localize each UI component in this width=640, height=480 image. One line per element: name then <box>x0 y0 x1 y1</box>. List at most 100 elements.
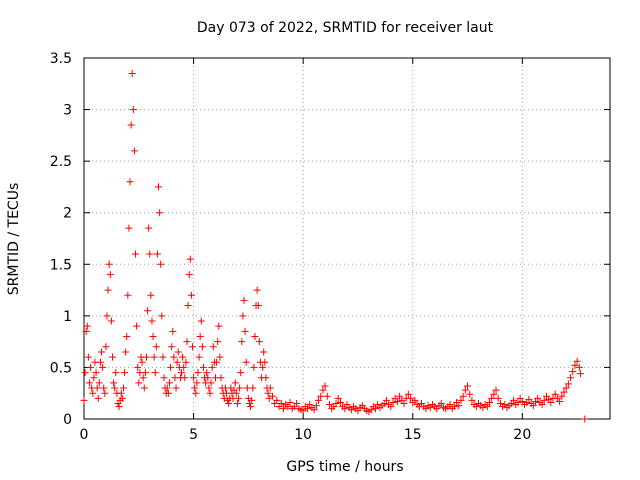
y-tick-label: 0.5 <box>50 360 72 376</box>
data-point <box>191 384 199 392</box>
data-point <box>575 363 583 371</box>
data-point <box>106 271 114 279</box>
data-point <box>492 386 500 394</box>
data-point <box>547 398 555 406</box>
data-point <box>199 363 207 371</box>
y-tick-label: 0 <box>63 412 72 428</box>
data-point <box>111 384 119 392</box>
data-point <box>188 343 196 351</box>
data-point <box>558 392 566 400</box>
data-point <box>130 147 138 155</box>
data-point <box>138 358 146 366</box>
data-point <box>205 384 213 392</box>
data-point <box>94 394 102 402</box>
data-point <box>102 343 110 351</box>
data-point <box>525 395 533 403</box>
data-point <box>564 380 572 388</box>
data-point <box>310 406 318 414</box>
data-point <box>168 343 176 351</box>
data-point <box>240 296 248 304</box>
data-point <box>87 363 95 371</box>
data-point <box>214 338 222 346</box>
data-point <box>323 392 331 400</box>
data-point <box>98 348 106 356</box>
data-point <box>490 390 498 398</box>
data-point <box>237 369 245 377</box>
data-point <box>145 224 153 232</box>
data-point <box>581 415 589 423</box>
data-point <box>198 343 206 351</box>
data-point <box>371 405 379 413</box>
data-point <box>293 400 301 408</box>
data-point <box>332 400 340 408</box>
data-point <box>142 353 150 361</box>
data-point <box>157 260 165 268</box>
data-point <box>382 396 390 404</box>
data-point <box>334 394 342 402</box>
data-point <box>251 332 259 340</box>
data-point <box>194 369 202 377</box>
data-point <box>268 392 276 400</box>
data-point <box>321 382 329 390</box>
data-point <box>105 260 113 268</box>
data-point <box>396 392 404 400</box>
data-point <box>103 312 111 320</box>
x-tick-label: 20 <box>513 427 531 443</box>
data-point <box>93 384 101 392</box>
data-point <box>182 358 190 366</box>
data-point <box>100 384 108 392</box>
data-point <box>215 322 223 330</box>
plot-border <box>83 57 611 420</box>
data-point <box>185 271 193 279</box>
data-point <box>132 250 140 258</box>
data-point <box>121 369 129 377</box>
data-point <box>117 389 125 397</box>
data-point <box>299 407 307 415</box>
data-point <box>101 389 109 397</box>
data-point <box>119 384 127 392</box>
data-point <box>152 343 160 351</box>
data-point <box>125 224 133 232</box>
data-point <box>279 405 287 413</box>
data-point <box>400 400 408 408</box>
data-point <box>567 374 575 382</box>
data-point <box>99 363 107 371</box>
data-point <box>250 363 258 371</box>
data-point <box>571 361 579 369</box>
data-points <box>80 69 589 423</box>
data-point <box>95 379 103 387</box>
data-point <box>319 386 327 394</box>
data-point <box>261 358 269 366</box>
data-point <box>238 338 246 346</box>
data-point <box>407 394 415 402</box>
data-point <box>235 394 243 402</box>
data-point <box>404 390 412 398</box>
data-point <box>556 397 564 405</box>
data-point <box>144 307 152 315</box>
data-point <box>197 317 205 325</box>
data-point <box>129 106 137 114</box>
data-point <box>560 388 568 396</box>
data-point <box>81 369 89 377</box>
data-point <box>510 396 518 404</box>
data-point <box>562 384 570 392</box>
data-point <box>147 291 155 299</box>
data-point <box>576 370 584 378</box>
data-point <box>450 403 458 411</box>
data-point <box>494 394 502 402</box>
data-point <box>83 322 91 330</box>
data-point <box>232 389 240 397</box>
data-point <box>262 374 270 382</box>
data-point <box>231 379 239 387</box>
data-point <box>108 353 116 361</box>
tick-labels: 0 5 10 15 20 0 0.5 1 1.5 2 2.5 3 3.5 <box>50 51 532 443</box>
data-point <box>110 379 118 387</box>
data-point <box>277 400 285 408</box>
y-axis-label: SRMTID / TECUs <box>6 183 22 296</box>
data-point <box>242 358 250 366</box>
data-point <box>341 405 349 413</box>
data-point <box>183 338 191 346</box>
x-tick-label: 10 <box>294 427 312 443</box>
data-point <box>155 183 163 191</box>
